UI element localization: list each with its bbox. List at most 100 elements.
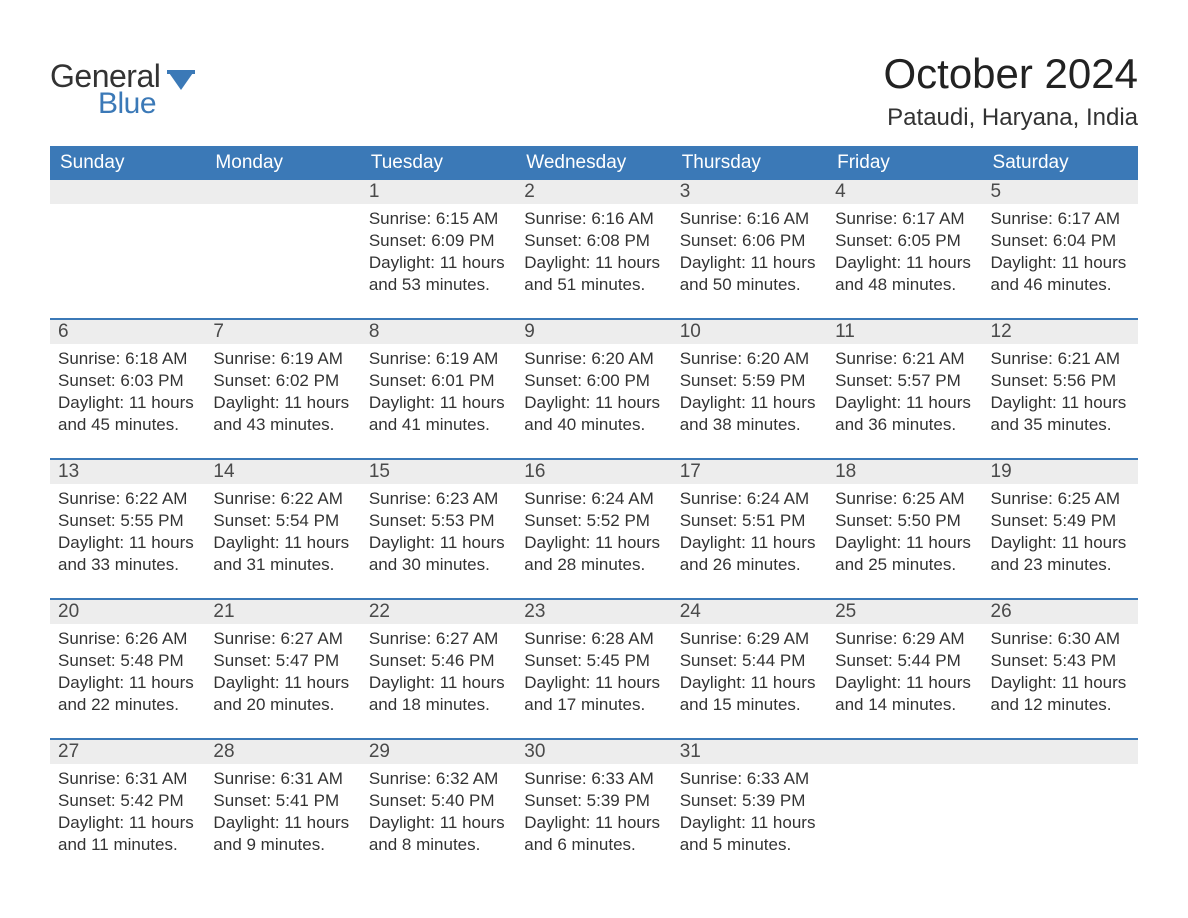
- cell-body: Sunrise: 6:22 AMSunset: 5:55 PMDaylight:…: [50, 484, 205, 576]
- daylight-line: Daylight: 11 hours and 11 minutes.: [58, 812, 197, 856]
- day-number: 23: [516, 600, 671, 624]
- sunrise-line: Sunrise: 6:21 AM: [991, 348, 1130, 370]
- brand-logo: General Blue: [50, 50, 195, 121]
- day-number: 30: [516, 740, 671, 764]
- sunrise-line: Sunrise: 6:32 AM: [369, 768, 508, 790]
- sunset-line: Sunset: 6:02 PM: [213, 370, 352, 392]
- day-number: 3: [672, 180, 827, 204]
- sunrise-line: Sunrise: 6:33 AM: [524, 768, 663, 790]
- sunset-line: Sunset: 5:42 PM: [58, 790, 197, 812]
- month-title: October 2024: [883, 50, 1138, 98]
- sunset-line: Sunset: 6:04 PM: [991, 230, 1130, 252]
- calendar-cell: [50, 180, 205, 318]
- sunrise-line: Sunrise: 6:24 AM: [524, 488, 663, 510]
- daylight-line: Daylight: 11 hours and 36 minutes.: [835, 392, 974, 436]
- day-number: 29: [361, 740, 516, 764]
- calendar-cell: 18Sunrise: 6:25 AMSunset: 5:50 PMDayligh…: [827, 460, 982, 598]
- day-number: 31: [672, 740, 827, 764]
- calendar-cell: 13Sunrise: 6:22 AMSunset: 5:55 PMDayligh…: [50, 460, 205, 598]
- cell-body: Sunrise: 6:33 AMSunset: 5:39 PMDaylight:…: [516, 764, 671, 856]
- day-number: 28: [205, 740, 360, 764]
- daylight-line: Daylight: 11 hours and 20 minutes.: [213, 672, 352, 716]
- location-subtitle: Pataudi, Haryana, India: [883, 104, 1138, 132]
- cell-body: Sunrise: 6:22 AMSunset: 5:54 PMDaylight:…: [205, 484, 360, 576]
- sunset-line: Sunset: 6:09 PM: [369, 230, 508, 252]
- cell-body: Sunrise: 6:18 AMSunset: 6:03 PMDaylight:…: [50, 344, 205, 436]
- sunrise-line: Sunrise: 6:19 AM: [213, 348, 352, 370]
- day-number: [983, 740, 1138, 764]
- sunset-line: Sunset: 5:54 PM: [213, 510, 352, 532]
- daylight-line: Daylight: 11 hours and 6 minutes.: [524, 812, 663, 856]
- daylight-line: Daylight: 11 hours and 8 minutes.: [369, 812, 508, 856]
- cell-body: Sunrise: 6:24 AMSunset: 5:52 PMDaylight:…: [516, 484, 671, 576]
- flag-icon: [167, 70, 195, 95]
- calendar-cell: 31Sunrise: 6:33 AMSunset: 5:39 PMDayligh…: [672, 740, 827, 878]
- sunset-line: Sunset: 5:43 PM: [991, 650, 1130, 672]
- cell-body: Sunrise: 6:27 AMSunset: 5:46 PMDaylight:…: [361, 624, 516, 716]
- daylight-line: Daylight: 11 hours and 23 minutes.: [991, 532, 1130, 576]
- day-number: 2: [516, 180, 671, 204]
- sunset-line: Sunset: 6:05 PM: [835, 230, 974, 252]
- sunrise-line: Sunrise: 6:17 AM: [835, 208, 974, 230]
- sunset-line: Sunset: 5:52 PM: [524, 510, 663, 532]
- cell-body: Sunrise: 6:25 AMSunset: 5:50 PMDaylight:…: [827, 484, 982, 576]
- sunrise-line: Sunrise: 6:31 AM: [58, 768, 197, 790]
- calendar-cell: 11Sunrise: 6:21 AMSunset: 5:57 PMDayligh…: [827, 320, 982, 458]
- cell-body: Sunrise: 6:19 AMSunset: 6:02 PMDaylight:…: [205, 344, 360, 436]
- cell-body: Sunrise: 6:15 AMSunset: 6:09 PMDaylight:…: [361, 204, 516, 296]
- day-number: 8: [361, 320, 516, 344]
- cell-body: Sunrise: 6:30 AMSunset: 5:43 PMDaylight:…: [983, 624, 1138, 716]
- sunset-line: Sunset: 6:08 PM: [524, 230, 663, 252]
- week-row: 1Sunrise: 6:15 AMSunset: 6:09 PMDaylight…: [50, 180, 1138, 318]
- day-number: 18: [827, 460, 982, 484]
- calendar-cell: 5Sunrise: 6:17 AMSunset: 6:04 PMDaylight…: [983, 180, 1138, 318]
- sunrise-line: Sunrise: 6:16 AM: [524, 208, 663, 230]
- calendar-cell: [205, 180, 360, 318]
- daylight-line: Daylight: 11 hours and 41 minutes.: [369, 392, 508, 436]
- daylight-line: Daylight: 11 hours and 28 minutes.: [524, 532, 663, 576]
- calendar-cell: [983, 740, 1138, 878]
- calendar-cell: 17Sunrise: 6:24 AMSunset: 5:51 PMDayligh…: [672, 460, 827, 598]
- sunset-line: Sunset: 6:01 PM: [369, 370, 508, 392]
- calendar-cell: 28Sunrise: 6:31 AMSunset: 5:41 PMDayligh…: [205, 740, 360, 878]
- calendar-cell: 6Sunrise: 6:18 AMSunset: 6:03 PMDaylight…: [50, 320, 205, 458]
- day-number: 20: [50, 600, 205, 624]
- day-number: 14: [205, 460, 360, 484]
- calendar-cell: 24Sunrise: 6:29 AMSunset: 5:44 PMDayligh…: [672, 600, 827, 738]
- cell-body: Sunrise: 6:19 AMSunset: 6:01 PMDaylight:…: [361, 344, 516, 436]
- weekday-header: Saturday: [983, 146, 1138, 180]
- weekday-header: Thursday: [672, 146, 827, 180]
- calendar-cell: 27Sunrise: 6:31 AMSunset: 5:42 PMDayligh…: [50, 740, 205, 878]
- cell-body: Sunrise: 6:26 AMSunset: 5:48 PMDaylight:…: [50, 624, 205, 716]
- cell-body: Sunrise: 6:20 AMSunset: 6:00 PMDaylight:…: [516, 344, 671, 436]
- sunset-line: Sunset: 5:46 PM: [369, 650, 508, 672]
- sunrise-line: Sunrise: 6:27 AM: [369, 628, 508, 650]
- title-block: October 2024 Pataudi, Haryana, India: [883, 50, 1138, 132]
- cell-body: Sunrise: 6:16 AMSunset: 6:08 PMDaylight:…: [516, 204, 671, 296]
- sunset-line: Sunset: 5:40 PM: [369, 790, 508, 812]
- calendar-cell: 8Sunrise: 6:19 AMSunset: 6:01 PMDaylight…: [361, 320, 516, 458]
- sunset-line: Sunset: 6:00 PM: [524, 370, 663, 392]
- calendar-cell: 15Sunrise: 6:23 AMSunset: 5:53 PMDayligh…: [361, 460, 516, 598]
- daylight-line: Daylight: 11 hours and 45 minutes.: [58, 392, 197, 436]
- sunset-line: Sunset: 5:59 PM: [680, 370, 819, 392]
- calendar-cell: 20Sunrise: 6:26 AMSunset: 5:48 PMDayligh…: [50, 600, 205, 738]
- cell-body: Sunrise: 6:29 AMSunset: 5:44 PMDaylight:…: [827, 624, 982, 716]
- sunset-line: Sunset: 5:39 PM: [680, 790, 819, 812]
- day-number: 26: [983, 600, 1138, 624]
- sunrise-line: Sunrise: 6:19 AM: [369, 348, 508, 370]
- daylight-line: Daylight: 11 hours and 38 minutes.: [680, 392, 819, 436]
- sunrise-line: Sunrise: 6:25 AM: [835, 488, 974, 510]
- day-number: 10: [672, 320, 827, 344]
- day-number: 22: [361, 600, 516, 624]
- sunset-line: Sunset: 5:48 PM: [58, 650, 197, 672]
- calendar-grid: Sunday Monday Tuesday Wednesday Thursday…: [50, 146, 1138, 878]
- week-row: 27Sunrise: 6:31 AMSunset: 5:42 PMDayligh…: [50, 738, 1138, 878]
- weekday-header: Friday: [827, 146, 982, 180]
- cell-body: Sunrise: 6:25 AMSunset: 5:49 PMDaylight:…: [983, 484, 1138, 576]
- sunset-line: Sunset: 5:47 PM: [213, 650, 352, 672]
- daylight-line: Daylight: 11 hours and 33 minutes.: [58, 532, 197, 576]
- sunset-line: Sunset: 6:03 PM: [58, 370, 197, 392]
- sunset-line: Sunset: 5:49 PM: [991, 510, 1130, 532]
- cell-body: Sunrise: 6:20 AMSunset: 5:59 PMDaylight:…: [672, 344, 827, 436]
